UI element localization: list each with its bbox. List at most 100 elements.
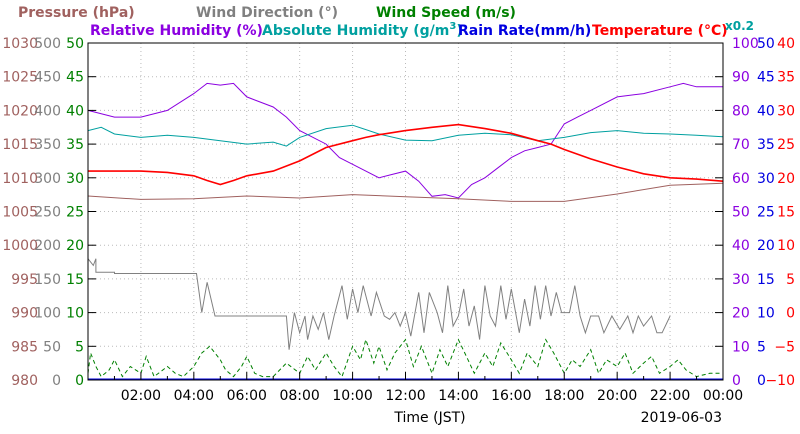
wind-speed-tick-label: 10 bbox=[66, 306, 84, 322]
wind-speed-tick-label: 45 bbox=[66, 70, 84, 86]
rain-rate-tick-label: 30 bbox=[757, 171, 775, 187]
x-tick-label: 10:00 bbox=[332, 388, 372, 404]
legend-rain-rate: Rain Rate(mm/h) bbox=[458, 23, 591, 39]
rain-rate-tick-label: 25 bbox=[757, 205, 775, 221]
axis-labels: 02:00 04:00 06:00 08:00 10:00 12:00 14:00 16:00… bbox=[2, 36, 795, 404]
rain-rate-tick-label: 50 bbox=[757, 36, 775, 52]
legend-absolute-humidity-scale: x0.2 bbox=[725, 19, 754, 33]
wind-direction-tick-label: 300 bbox=[34, 171, 61, 187]
wind-direction-tick-label: 50 bbox=[43, 339, 61, 355]
rain-rate-tick-label: 15 bbox=[757, 272, 775, 288]
relative-humidity-tick-label: 80 bbox=[732, 103, 750, 119]
wind-speed-tick-label: 20 bbox=[66, 238, 84, 254]
wind-speed-tick-label: 35 bbox=[66, 137, 84, 153]
rain-rate-tick-label: 45 bbox=[757, 70, 775, 86]
rain-rate-tick-label: 35 bbox=[757, 137, 775, 153]
wind-speed-tick-label: 40 bbox=[66, 103, 84, 119]
wind-direction-tick-label: 0 bbox=[52, 373, 61, 389]
temperature-tick-label: 15 bbox=[777, 205, 795, 221]
temperature-tick-label: −5 bbox=[774, 339, 795, 355]
series-wind-direction-line bbox=[87, 258, 671, 350]
legend-relative-humidity: Relative Humidity (%) bbox=[90, 23, 263, 39]
legend-wind-direction: Wind Direction (°) bbox=[196, 5, 338, 21]
legend-absolute-humidity-label: Absolute Humidity (g/m bbox=[262, 23, 449, 39]
wind-speed-tick-label: 30 bbox=[66, 171, 84, 187]
x-tick-label: 22:00 bbox=[650, 388, 690, 404]
series-relative-humidity-line bbox=[87, 82, 723, 199]
wind-direction-tick-label: 100 bbox=[34, 306, 61, 322]
wind-direction-tick-label: 150 bbox=[34, 272, 61, 288]
pressure-tick-label: 1005 bbox=[2, 205, 38, 221]
relative-humidity-tick-label: 20 bbox=[732, 306, 750, 322]
x-tick-label: 08:00 bbox=[279, 388, 319, 404]
relative-humidity-tick-label: 90 bbox=[732, 70, 750, 86]
legend-absolute-humidity-close: ) bbox=[456, 23, 462, 39]
series-wind-speed-line bbox=[87, 337, 723, 378]
pressure-tick-label: 1000 bbox=[2, 238, 38, 254]
pressure-tick-label: 1015 bbox=[2, 137, 38, 153]
relative-humidity-tick-label: 10 bbox=[732, 339, 750, 355]
x-tick-label: 12:00 bbox=[385, 388, 425, 404]
legend-absolute-humidity-sup: 3 bbox=[449, 21, 456, 32]
relative-humidity-tick-label: 70 bbox=[732, 137, 750, 153]
wind-speed-tick-label: 25 bbox=[66, 205, 84, 221]
rain-rate-tick-label: 0 bbox=[757, 373, 766, 389]
x-tick-label: 14:00 bbox=[438, 388, 478, 404]
x-tick-label: 20:00 bbox=[597, 388, 637, 404]
rain-rate-tick-label: 5 bbox=[757, 339, 766, 355]
wind-direction-tick-label: 350 bbox=[34, 137, 61, 153]
rain-rate-tick-label: 10 bbox=[757, 306, 775, 322]
temperature-tick-label: 25 bbox=[777, 137, 795, 153]
legend-wind-speed: Wind Speed (m/s) bbox=[376, 5, 516, 21]
temperature-tick-label: 30 bbox=[777, 103, 795, 119]
wind-direction-tick-label: 450 bbox=[34, 70, 61, 86]
x-tick-label: 06:00 bbox=[227, 388, 267, 404]
wind-speed-tick-label: 0 bbox=[75, 373, 84, 389]
pressure-tick-label: 1030 bbox=[2, 36, 38, 52]
pressure-tick-label: 980 bbox=[11, 373, 38, 389]
x-tick-label: 16:00 bbox=[491, 388, 531, 404]
x-axis-title: Time (JST) bbox=[393, 410, 465, 426]
legend-pressure: Pressure (hPa) bbox=[18, 5, 135, 21]
pressure-tick-label: 985 bbox=[11, 339, 38, 355]
rain-rate-tick-label: 20 bbox=[757, 238, 775, 254]
pressure-tick-label: 1010 bbox=[2, 171, 38, 187]
x-tick-label: 02:00 bbox=[121, 388, 161, 404]
wind-direction-tick-label: 200 bbox=[34, 238, 61, 254]
pressure-tick-label: 1025 bbox=[2, 70, 38, 86]
series-pressure-line bbox=[87, 182, 724, 202]
pressure-tick-label: 995 bbox=[11, 272, 38, 288]
wind-speed-tick-label: 5 bbox=[75, 339, 84, 355]
wind-speed-tick-label: 50 bbox=[66, 36, 84, 52]
temperature-tick-label: 20 bbox=[777, 171, 795, 187]
relative-humidity-tick-label: 50 bbox=[732, 205, 750, 221]
x-tick-label: 00:00 bbox=[703, 388, 743, 404]
temperature-tick-label: −10 bbox=[765, 373, 795, 389]
legend-absolute-humidity: Absolute Humidity (g/m3) bbox=[262, 21, 463, 39]
date-label: 2019-06-03 bbox=[641, 410, 722, 426]
x-tick-label: 04:00 bbox=[174, 388, 214, 404]
axis-ticks bbox=[88, 42, 724, 381]
relative-humidity-tick-label: 40 bbox=[732, 238, 750, 254]
x-tick-label: 18:00 bbox=[544, 388, 584, 404]
wind-speed-tick-label: 15 bbox=[66, 272, 84, 288]
temperature-tick-label: 10 bbox=[777, 238, 795, 254]
relative-humidity-tick-label: 0 bbox=[732, 373, 741, 389]
pressure-tick-label: 990 bbox=[11, 306, 38, 322]
temperature-tick-label: 35 bbox=[777, 70, 795, 86]
wind-direction-tick-label: 400 bbox=[34, 103, 61, 119]
gridlines bbox=[88, 43, 724, 380]
legend-temperature: Temperature (°C) bbox=[592, 23, 728, 39]
legend: Pressure (hPa) Wind Direction (°) Wind S… bbox=[18, 5, 754, 39]
series-temperature-line bbox=[88, 123, 724, 186]
temperature-tick-label: 5 bbox=[786, 272, 795, 288]
pressure-tick-label: 1020 bbox=[2, 103, 38, 119]
relative-humidity-tick-label: 60 bbox=[732, 171, 750, 187]
relative-humidity-tick-label: 30 bbox=[732, 272, 750, 288]
temperature-tick-label: 0 bbox=[786, 306, 795, 322]
rain-rate-tick-label: 40 bbox=[757, 103, 775, 119]
relative-humidity-tick-label: 100 bbox=[732, 36, 759, 52]
temperature-tick-label: 40 bbox=[777, 36, 795, 52]
wind-direction-tick-label: 250 bbox=[34, 205, 61, 221]
